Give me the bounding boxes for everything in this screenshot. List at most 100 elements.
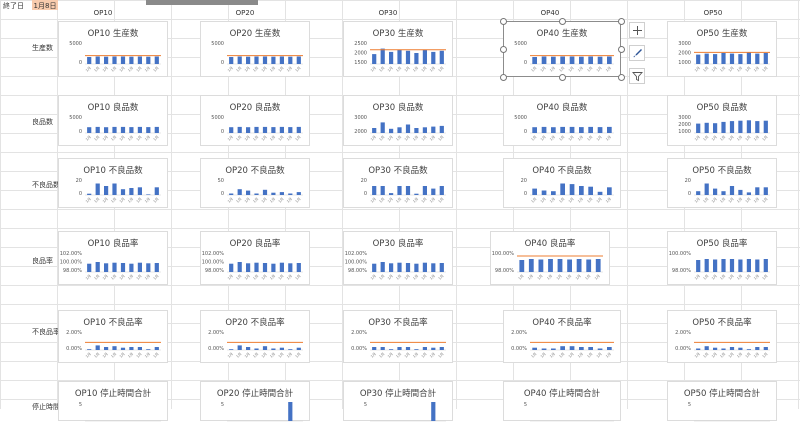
bar[interactable] [713, 54, 718, 64]
bar[interactable] [288, 263, 293, 272]
chart-op40-row5[interactable]: OP40 停止時間合計 5 [503, 381, 621, 422]
bar[interactable] [721, 191, 726, 195]
bar[interactable] [532, 188, 537, 195]
bar[interactable] [548, 259, 553, 272]
bar[interactable] [146, 349, 151, 350]
bar[interactable] [607, 126, 612, 133]
bar[interactable] [721, 348, 726, 351]
bar[interactable] [422, 347, 427, 350]
bar[interactable] [380, 48, 385, 64]
bar[interactable] [288, 56, 293, 64]
bar[interactable] [729, 347, 735, 350]
bar[interactable] [541, 126, 547, 133]
chart-op30-row4[interactable]: OP30 不良品率 2.00% 0.00% 1月 1月 1月 1月 1月 1月 1月 1月 1月 [343, 310, 453, 363]
bar[interactable] [271, 56, 276, 64]
chart-op10-row5[interactable]: OP10 停止時間合計 5 [58, 381, 168, 422]
chart-op10-row0[interactable]: OP10 生産数 5000 0 1月 1月 1月 1月 1月 1月 1月 1月 1月 [58, 21, 168, 77]
bar[interactable] [405, 186, 411, 195]
bar[interactable] [129, 127, 134, 133]
chart-styles-button[interactable] [629, 45, 645, 61]
bar[interactable] [237, 126, 242, 133]
bar[interactable] [439, 263, 444, 272]
bar[interactable] [738, 189, 743, 195]
bar[interactable] [271, 263, 276, 272]
bar[interactable] [588, 126, 593, 133]
bar[interactable] [129, 56, 134, 64]
bar[interactable] [597, 127, 603, 133]
bar[interactable] [541, 348, 547, 351]
chart-op50-row2[interactable]: OP50 不良品数 20 0 1月 1月 1月 1月 1月 1月 1月 1月 1月 [667, 158, 777, 208]
bar[interactable] [439, 50, 444, 64]
bar[interactable] [713, 259, 718, 273]
chart-op10-row3[interactable]: OP10 良品率 102.00% 100.00% 98.00% 1月 1月 1月 1月 1月 1月… [58, 231, 168, 285]
bar[interactable] [288, 193, 293, 196]
bar[interactable] [567, 259, 572, 273]
bar[interactable] [237, 262, 242, 272]
bar[interactable] [551, 348, 556, 351]
bar[interactable] [120, 263, 126, 272]
bar[interactable] [104, 347, 109, 350]
bar[interactable] [271, 348, 276, 351]
bar[interactable] [246, 347, 251, 350]
bar[interactable] [146, 127, 151, 133]
bar[interactable] [763, 53, 768, 64]
bar[interactable] [557, 259, 563, 272]
bar[interactable] [296, 56, 301, 65]
resize-handle[interactable] [558, 73, 566, 81]
bar[interactable] [696, 348, 701, 351]
chart-op30-row1[interactable]: OP30 良品数 3000 2000 1月 1月 1月 1月 1月 1月 1月 1月 1月 [343, 95, 453, 146]
bar[interactable] [95, 56, 100, 65]
bar[interactable] [372, 347, 377, 350]
bar[interactable] [120, 56, 126, 65]
bar[interactable] [112, 56, 117, 65]
bar[interactable] [607, 347, 612, 350]
bar[interactable] [87, 263, 92, 272]
bar[interactable] [607, 187, 612, 195]
bar[interactable] [129, 188, 134, 195]
bar[interactable] [120, 189, 126, 195]
bar[interactable] [560, 56, 565, 65]
bar[interactable] [296, 347, 301, 350]
bar[interactable] [296, 192, 301, 195]
bar[interactable] [746, 259, 751, 272]
bar[interactable] [87, 349, 92, 350]
bar[interactable] [262, 126, 268, 133]
bar[interactable] [112, 126, 117, 133]
bar[interactable] [112, 262, 117, 272]
bar[interactable] [607, 56, 612, 65]
bar[interactable] [414, 128, 419, 133]
bar[interactable] [296, 263, 301, 272]
bar[interactable] [597, 191, 603, 195]
bar[interactable] [588, 56, 593, 65]
bar[interactable] [405, 50, 411, 64]
bar[interactable] [288, 349, 293, 350]
bar[interactable] [254, 126, 259, 133]
bar[interactable] [397, 49, 402, 64]
bar[interactable] [763, 120, 768, 133]
bar[interactable] [279, 347, 284, 350]
bar[interactable] [262, 189, 268, 195]
bar[interactable] [405, 347, 411, 350]
chart-op20-row5[interactable]: OP20 停止時間合計 5 [200, 381, 310, 422]
bar[interactable] [296, 126, 301, 133]
bar[interactable] [431, 347, 436, 350]
chart-op50-row4[interactable]: OP50 不良品率 2.00% 0.00% 1月 1月 1月 1月 1月 1月 1月 1月 1月 [667, 310, 777, 363]
bar[interactable] [713, 123, 718, 133]
bar[interactable] [154, 187, 159, 195]
chart-op10-row2[interactable]: OP10 不良品数 20 0 1月 1月 1月 1月 1月 1月 1月 1月 1月 [58, 158, 168, 208]
bar[interactable] [271, 127, 276, 133]
bar[interactable] [288, 402, 293, 421]
chart-op40-row2[interactable]: OP40 不良品数 20 0 1月 1月 1月 1月 1月 1月 1月 1月 1月 [503, 158, 621, 208]
bar[interactable] [541, 190, 547, 196]
bar[interactable] [579, 56, 584, 64]
bar[interactable] [389, 349, 394, 350]
bar[interactable] [146, 194, 151, 195]
bar[interactable] [154, 263, 159, 272]
bar[interactable] [405, 263, 411, 272]
bar[interactable] [262, 56, 268, 65]
bar[interactable] [569, 56, 575, 65]
bar[interactable] [569, 184, 575, 195]
chart-op50-row5[interactable]: OP50 停止時間合計 5 [667, 381, 777, 422]
bar[interactable] [154, 56, 159, 65]
bar[interactable] [104, 56, 109, 64]
